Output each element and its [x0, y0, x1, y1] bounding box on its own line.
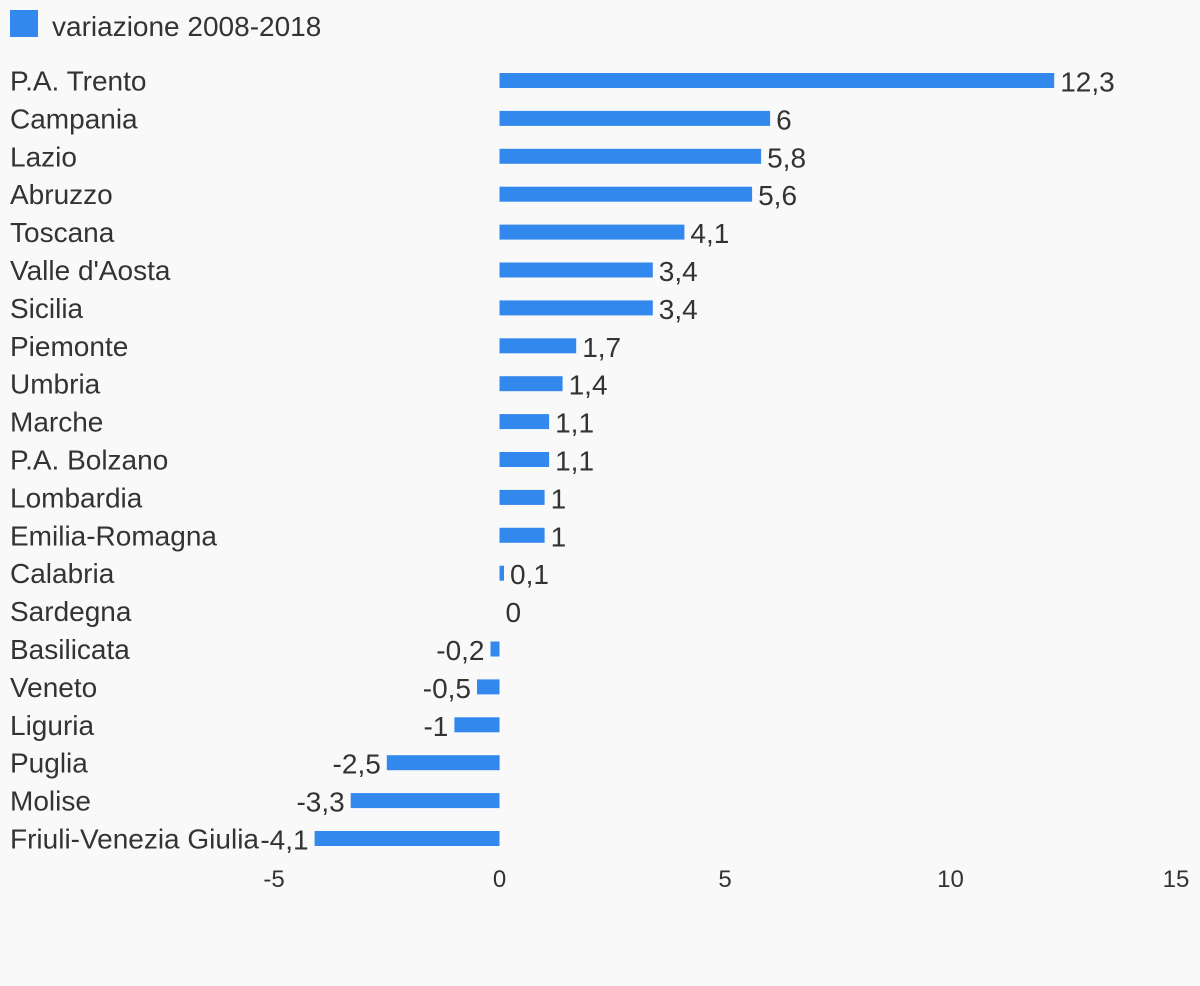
category-label: Toscana: [10, 217, 115, 248]
value-label: 1: [551, 483, 567, 514]
value-label: 0,1: [510, 559, 549, 590]
value-label: 1,1: [555, 446, 594, 477]
bar: [499, 262, 653, 278]
value-label: 5,8: [767, 142, 806, 173]
value-label: 3,4: [659, 294, 698, 325]
bar: [499, 452, 550, 467]
bar: [499, 148, 762, 164]
bar: [499, 224, 685, 240]
x-tick-label: 10: [937, 866, 964, 893]
x-tick-label: -5: [263, 866, 284, 893]
value-label: -0,5: [423, 673, 471, 704]
bar: [499, 338, 577, 354]
value-label: -0,2: [436, 635, 484, 666]
value-label: -4,1: [260, 825, 308, 856]
bar: [499, 527, 545, 543]
category-label: Sardegna: [10, 596, 132, 627]
category-label: Molise: [10, 786, 91, 817]
category-labels: P.A. Trento Campania Lazio Abruzzo Toscana Va…: [10, 66, 259, 855]
x-tick-label: 0: [493, 866, 506, 893]
value-label: 1,7: [582, 332, 621, 363]
category-label: Calabria: [10, 558, 115, 589]
bar: [499, 489, 545, 505]
bar: [454, 717, 500, 733]
legend-swatch: [10, 10, 38, 37]
category-label: Puglia: [10, 748, 88, 779]
value-label: -1: [423, 711, 448, 742]
value-label: 0: [506, 597, 522, 628]
bar: [314, 831, 500, 846]
category-label: P.A. Bolzano: [10, 445, 168, 476]
category-label: Emilia-Romagna: [10, 520, 217, 551]
category-label: Piemonte: [10, 331, 128, 362]
legend: variazione 2008-2018: [10, 10, 321, 42]
value-labels: 12,365,85,64,13,43,41,71,41,11,1110,10-0…: [260, 67, 1114, 856]
value-label: 1,4: [569, 370, 608, 401]
x-tick-label: 15: [1163, 866, 1190, 893]
value-label: -2,5: [333, 749, 381, 780]
value-label: 3,4: [659, 256, 698, 287]
category-label: Valle d'Aosta: [10, 255, 171, 286]
bar: [499, 414, 550, 430]
value-label: 5,6: [758, 180, 797, 211]
category-label: Umbria: [10, 369, 101, 400]
bar: [477, 679, 500, 695]
bar: [499, 565, 504, 581]
category-label: Veneto: [10, 672, 97, 703]
category-label: Sicilia: [10, 293, 84, 324]
bar: [499, 376, 563, 392]
category-label: Basilicata: [10, 634, 130, 665]
category-label: Marche: [10, 407, 103, 438]
value-label: 4,1: [690, 218, 729, 249]
value-label: 6: [776, 104, 792, 135]
bars: [314, 73, 1055, 846]
value-label: 12,3: [1060, 67, 1115, 98]
bar: [490, 641, 500, 657]
category-label: Campania: [10, 103, 138, 134]
category-label: Friuli-Venezia Giulia: [10, 824, 259, 855]
bar: [499, 110, 771, 126]
x-axis: -5 0 5 10 15: [263, 866, 1189, 893]
value-label: -3,3: [296, 787, 344, 818]
bar: [499, 186, 753, 202]
category-label: P.A. Trento: [10, 66, 146, 97]
value-label: 1,1: [555, 408, 594, 439]
legend-label: variazione 2008-2018: [52, 11, 321, 42]
category-label: Lazio: [10, 141, 77, 172]
value-label: 1: [551, 521, 567, 552]
bar: [350, 793, 500, 809]
category-label: Liguria: [10, 710, 94, 741]
category-label: Abruzzo: [10, 179, 113, 210]
bar: [386, 755, 500, 771]
bar: [499, 300, 653, 316]
bar: [499, 73, 1055, 88]
x-tick-label: 5: [718, 866, 731, 893]
category-label: Lombardia: [10, 482, 143, 513]
